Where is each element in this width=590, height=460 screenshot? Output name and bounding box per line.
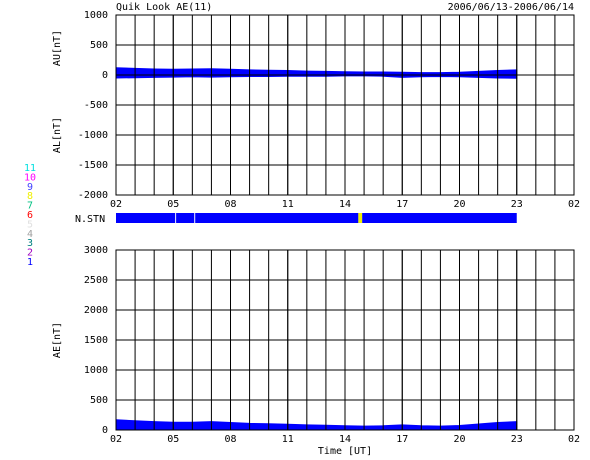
- y-tick-label: -500: [84, 100, 108, 111]
- x-tick-label: 20: [453, 199, 465, 210]
- station-label: 10: [24, 172, 36, 183]
- y-tick-label: 3000: [84, 245, 108, 256]
- station-label: 5: [27, 219, 33, 230]
- x-tick-label: 23: [511, 434, 523, 445]
- date-range: 2006/06/13-2006/06/14: [448, 2, 574, 13]
- data-area: [115, 419, 518, 431]
- y-axis-label: AL[nT]: [52, 117, 63, 153]
- station-label: 2: [27, 248, 33, 259]
- y-tick-label: 0: [102, 70, 108, 81]
- y-tick-label: 1000: [84, 10, 108, 21]
- station-label: 1: [27, 257, 33, 268]
- station-label: 11: [24, 163, 36, 174]
- y-tick-label: -1000: [78, 130, 108, 141]
- n-stn-segment: [362, 213, 517, 223]
- y-tick-label: 0: [102, 425, 108, 436]
- station-label: 3: [27, 238, 33, 249]
- x-tick-label: 17: [396, 199, 408, 210]
- x-tick-label: 02: [568, 199, 580, 210]
- x-tick-label: 23: [511, 199, 523, 210]
- y-tick-label: 500: [90, 395, 108, 406]
- x-tick-label: 14: [339, 434, 351, 445]
- plot-frame: [115, 14, 575, 196]
- station-label: 9: [27, 182, 33, 193]
- x-axis-label: Time [UT]: [318, 446, 372, 457]
- n-stn-label: N.STN: [75, 214, 105, 225]
- x-tick-label: 05: [167, 434, 179, 445]
- x-tick-label: 05: [167, 199, 179, 210]
- chart-title: Quik Look AE(11): [116, 2, 212, 13]
- station-label: 4: [27, 229, 33, 240]
- station-label: 6: [27, 210, 33, 221]
- x-tick-label: 08: [224, 434, 236, 445]
- x-tick-label: 20: [453, 434, 465, 445]
- x-tick-label: 14: [339, 199, 351, 210]
- station-label: 7: [27, 201, 33, 212]
- n-stn-segment: [195, 213, 359, 223]
- x-tick-label: 11: [282, 199, 294, 210]
- plot-frame: [115, 249, 575, 431]
- y-tick-label: -1500: [78, 160, 108, 171]
- x-tick-label: 11: [282, 434, 294, 445]
- y-tick-label: 1500: [84, 335, 108, 346]
- y-axis-label: AU[nT]: [52, 30, 63, 66]
- x-tick-label: 02: [568, 434, 580, 445]
- y-tick-label: 1000: [84, 365, 108, 376]
- x-tick-label: 08: [224, 199, 236, 210]
- y-tick-label: -2000: [78, 190, 108, 201]
- n-stn-segment: [358, 213, 363, 223]
- y-tick-label: 2000: [84, 305, 108, 316]
- x-tick-label: 02: [110, 434, 122, 445]
- y-axis-label: AE[nT]: [52, 322, 63, 358]
- y-tick-label: 2500: [84, 275, 108, 286]
- station-label: 8: [27, 191, 33, 202]
- x-tick-label: 17: [396, 434, 408, 445]
- y-tick-label: 500: [90, 40, 108, 51]
- n-stn-segment: [116, 213, 176, 223]
- data-area: [115, 67, 518, 76]
- n-stn-segment: [176, 213, 195, 223]
- x-tick-label: 02: [110, 199, 122, 210]
